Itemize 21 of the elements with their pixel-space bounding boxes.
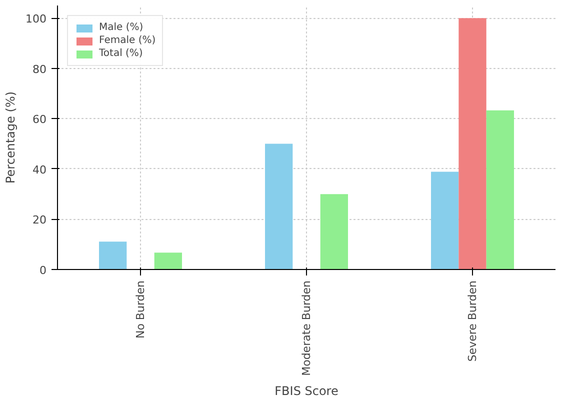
x-tick-label: Severe Burden — [466, 280, 479, 362]
y-tick-label: 20 — [32, 214, 47, 227]
y-tick-label: 60 — [32, 113, 47, 126]
legend-label: Total (%) — [99, 48, 143, 59]
x-axis-title: FBIS Score — [274, 384, 338, 398]
legend-label: Male (%) — [99, 22, 144, 33]
bar — [431, 172, 459, 270]
y-tick-label: 40 — [32, 163, 47, 176]
bar — [458, 18, 486, 270]
bar — [99, 242, 127, 270]
legend-label: Female (%) — [99, 35, 156, 46]
bar — [265, 144, 293, 270]
y-tick-label: 0 — [40, 264, 46, 277]
y-axis-title: Percentage (%) — [4, 91, 18, 184]
bar — [486, 110, 514, 270]
x-tick-label: No Burden — [134, 280, 147, 339]
bar — [154, 252, 182, 270]
x-tick-label: Moderate Burden — [300, 280, 313, 376]
bar — [320, 194, 348, 270]
y-tick-label: 100 — [26, 12, 47, 26]
y-tick-label: 80 — [32, 62, 47, 76]
